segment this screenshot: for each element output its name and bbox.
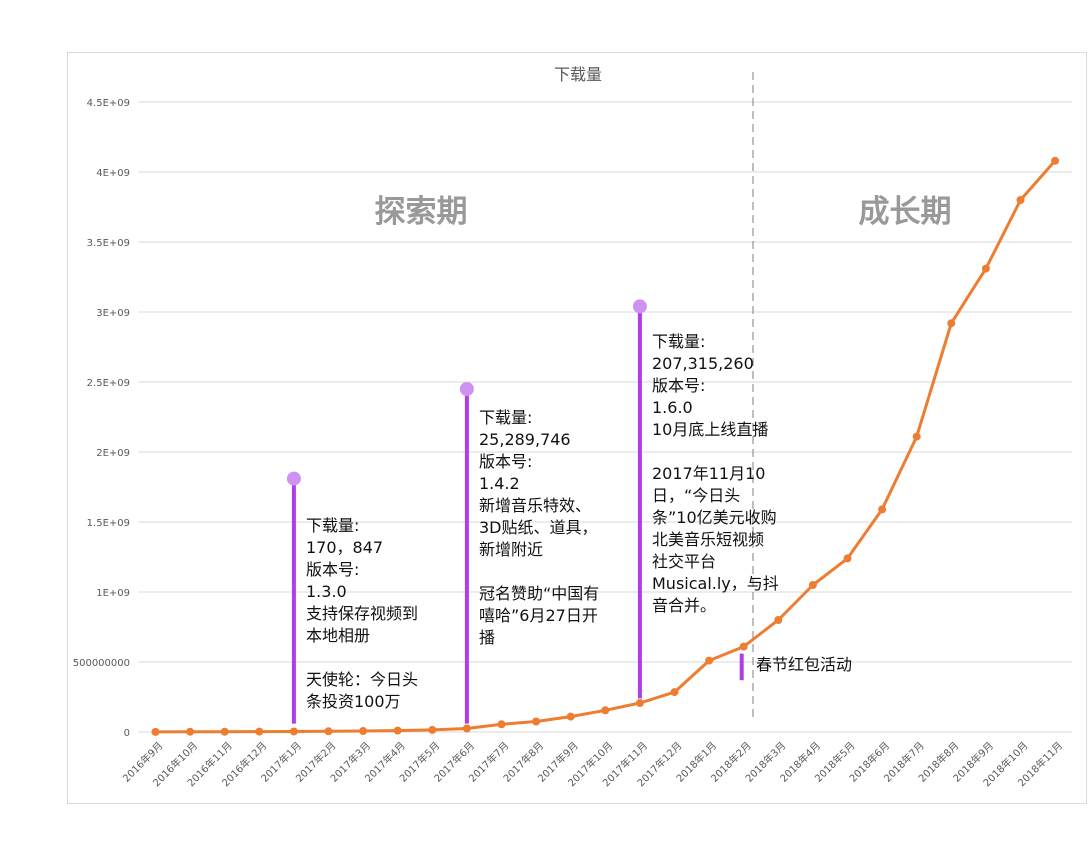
y-tick-label: 2.5E+09 bbox=[87, 378, 130, 389]
series-line bbox=[155, 159, 1057, 734]
data-point bbox=[289, 727, 298, 736]
annotation-text: 下载量: 170，847 版本号: 1.3.0 支持保存视频到 本地相册 天使轮… bbox=[306, 516, 419, 711]
x-axis-ticks: 2016年9月2016年10月2016年11月2016年12月2017年1月20… bbox=[120, 739, 1065, 789]
annotation-stems bbox=[286, 299, 744, 724]
annotation-marker bbox=[286, 471, 301, 486]
y-axis-ticks: 0 500000000 1E+09 1.5E+09 2E+09 2.5E+09 3E+09 3… bbox=[73, 98, 130, 739]
y-tick-label: 0 bbox=[124, 728, 130, 739]
data-point bbox=[255, 727, 264, 736]
data-point bbox=[462, 724, 471, 733]
data-point bbox=[359, 727, 368, 736]
phase-labels: 探索期 成长期 bbox=[375, 194, 952, 230]
y-tick-label: 500000000 bbox=[73, 658, 130, 669]
annotation-text: 下载量: 25,289,746 版本号: 1.4.2 新增音乐特效、 3D贴纸、… bbox=[479, 408, 600, 647]
data-point bbox=[428, 725, 437, 734]
data-point bbox=[808, 581, 817, 589]
phase-label: 探索期 bbox=[375, 194, 468, 230]
data-point bbox=[324, 727, 333, 736]
data-point bbox=[186, 727, 195, 736]
chart-frame bbox=[67, 52, 1087, 804]
data-point bbox=[878, 505, 887, 514]
data-point bbox=[1051, 156, 1060, 165]
data-point bbox=[393, 726, 402, 735]
data-point bbox=[981, 264, 990, 273]
data-point bbox=[220, 727, 229, 736]
annotation-marker bbox=[632, 299, 647, 314]
y-tick-label: 1.5E+09 bbox=[87, 518, 130, 529]
y-tick-label: 3.5E+09 bbox=[87, 238, 130, 249]
data-point bbox=[705, 656, 714, 665]
data-point bbox=[151, 727, 160, 736]
data-point bbox=[635, 699, 644, 708]
y-tick-label: 2E+09 bbox=[96, 448, 130, 459]
y-tick-label: 3E+09 bbox=[96, 308, 130, 319]
data-point bbox=[774, 616, 783, 624]
annotation-marker bbox=[459, 382, 474, 396]
y-tick-label: 4E+09 bbox=[96, 168, 130, 179]
series-downloads bbox=[151, 156, 1060, 736]
data-point bbox=[739, 642, 748, 651]
y-tick-label: 4.5E+09 bbox=[87, 98, 130, 109]
data-point bbox=[912, 432, 921, 441]
data-point bbox=[947, 319, 956, 328]
data-point bbox=[1016, 196, 1025, 204]
data-point bbox=[497, 720, 506, 729]
y-tick-label: 1E+09 bbox=[96, 588, 130, 599]
phase-label: 成长期 bbox=[859, 194, 952, 230]
data-point bbox=[532, 717, 541, 726]
chart-title: 下载量 bbox=[554, 65, 602, 84]
data-point bbox=[601, 706, 610, 715]
data-point bbox=[670, 688, 679, 697]
data-point bbox=[843, 554, 852, 563]
data-point bbox=[566, 712, 575, 721]
annotation-text: 春节红包活动 bbox=[756, 655, 853, 674]
annotation-text: 下载量: 207,315,260 版本号: 1.6.0 10月底上线直播 201… bbox=[652, 332, 779, 615]
